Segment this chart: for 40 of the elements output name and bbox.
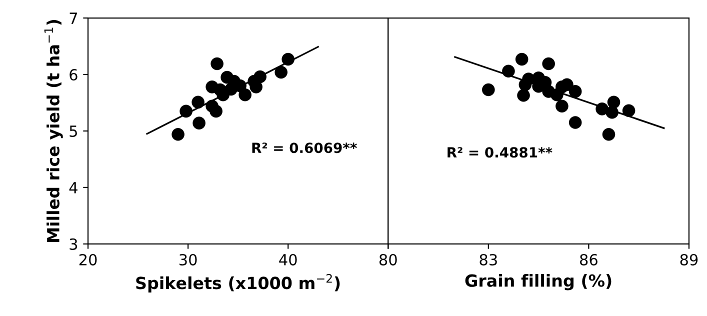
point [192, 116, 206, 130]
point [238, 88, 252, 102]
y-tick-label: 7 [70, 12, 77, 24]
point [596, 102, 608, 116]
point [622, 104, 636, 118]
point [556, 100, 568, 113]
point [254, 70, 266, 84]
x-tick-label: 30 [180, 254, 197, 266]
point [542, 57, 555, 70]
point [515, 52, 528, 66]
point [282, 52, 295, 66]
y-tick-label: 4 [69, 182, 78, 194]
y-axis-title: Milled rice yield (t ha$^{−1}$) [44, 20, 63, 242]
y-tick-label: 6 [70, 68, 78, 81]
x-tick-label: 89 [680, 254, 698, 266]
y-tick-label: 5 [70, 126, 77, 138]
point [560, 78, 574, 92]
point [274, 66, 288, 79]
x-tick-label: 86 [580, 254, 598, 266]
point [180, 104, 192, 118]
point [568, 116, 582, 129]
point [192, 96, 204, 109]
x-tick-label: 83 [480, 254, 497, 266]
point [602, 128, 616, 141]
point [568, 85, 582, 98]
point [482, 83, 495, 96]
annotation: R² = 0.6069** [252, 142, 357, 154]
point [172, 128, 184, 141]
point [502, 64, 515, 78]
annotation: R² = 0.4881** [448, 147, 552, 158]
y-tick-label: 3 [70, 238, 78, 250]
point [210, 104, 222, 118]
x-axis-title: Grain filling (%) [465, 274, 612, 290]
point [607, 96, 620, 109]
x-tick-label: 80 [379, 254, 397, 266]
x-tick-label: 20 [79, 254, 97, 266]
point [517, 88, 530, 102]
x-tick-label: 40 [279, 254, 297, 266]
x-axis-title: Spikelets (x1000 m$^{−2}$) [136, 274, 340, 293]
point [210, 57, 224, 70]
